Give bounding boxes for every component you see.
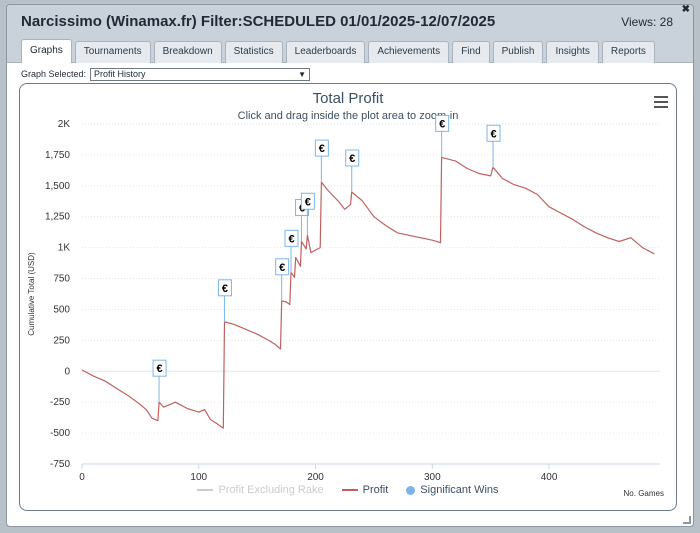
graph-select-row: Graph Selected: Profit History ▼ xyxy=(21,67,311,81)
y-tick-label: -500 xyxy=(50,428,70,439)
tab-reports[interactable]: Reports xyxy=(601,41,655,63)
legend-significant-wins[interactable]: Significant Wins xyxy=(406,484,499,496)
legend-profit[interactable]: Profit xyxy=(341,484,389,496)
hamburger-icon[interactable] xyxy=(654,96,668,108)
chart-legend: Profit Excluding Rake Profit Significant… xyxy=(20,484,676,496)
legend-dot-swatch xyxy=(406,485,416,495)
euro-icon: € xyxy=(490,128,496,140)
y-tick-label: 250 xyxy=(53,335,70,346)
tab-find[interactable]: Find xyxy=(452,41,490,63)
close-icon[interactable]: ✖ xyxy=(681,4,690,15)
tab-tournaments[interactable]: Tournaments xyxy=(74,41,151,63)
legend-line-swatch xyxy=(197,489,214,491)
significant-win-marker xyxy=(300,192,315,210)
x-tick-label: 400 xyxy=(541,472,558,483)
y-tick-label: 1,750 xyxy=(45,150,70,161)
significant-win-marker xyxy=(345,149,360,167)
y-tick-label: 0 xyxy=(64,366,70,377)
y-tick-label: 500 xyxy=(53,304,70,315)
significant-win-marker xyxy=(435,114,450,132)
resize-handle[interactable] xyxy=(683,516,691,524)
window-title: Narcissimo (Winamax.fr) Filter:SCHEDULED… xyxy=(21,13,496,30)
legend-label: Profit Excluding Rake xyxy=(218,484,324,496)
legend-label: Profit xyxy=(362,484,389,496)
euro-icon: € xyxy=(319,143,325,155)
graph-select-label: Graph Selected: xyxy=(21,69,87,79)
significant-win-marker xyxy=(314,139,329,157)
y-tick-label: 1,500 xyxy=(45,181,70,192)
tab-achievements[interactable]: Achievements xyxy=(368,41,450,63)
tab-publish[interactable]: Publish xyxy=(492,41,544,63)
profit-series-line xyxy=(81,156,655,429)
x-tick-label: 0 xyxy=(79,472,85,483)
tab-statistics[interactable]: Statistics xyxy=(224,41,283,63)
euro-icon: € xyxy=(439,118,445,130)
chevron-down-icon: ▼ xyxy=(298,69,307,79)
tab-graphs[interactable]: Graphs xyxy=(21,39,72,63)
tab-leaderboards[interactable]: Leaderboards xyxy=(285,41,366,63)
significant-win-marker xyxy=(217,279,232,297)
tab-insights[interactable]: Insights xyxy=(546,41,599,63)
x-axis-title: No. Games xyxy=(623,489,664,498)
euro-icon: € xyxy=(157,363,163,375)
legend-line-swatch xyxy=(341,489,358,491)
y-tick-label: 1K xyxy=(58,243,71,254)
legend-label: Significant Wins xyxy=(420,484,499,496)
graph-select-value: Profit History xyxy=(94,68,146,79)
euro-icon: € xyxy=(279,262,285,274)
graph-select-dropdown[interactable]: Profit History ▼ xyxy=(90,67,311,81)
report-window: Narcissimo (Winamax.fr) Filter:SCHEDULED… xyxy=(6,4,694,527)
significant-win-marker xyxy=(152,359,167,377)
x-tick-label: 200 xyxy=(307,472,324,483)
significant-win-marker xyxy=(275,258,290,276)
chart-subtitle: Click and drag inside the plot area to z… xyxy=(237,110,459,122)
y-tick-label: 2K xyxy=(58,119,71,130)
chart-panel: Total Profit Click and drag inside the p… xyxy=(19,83,677,511)
title-bar: Narcissimo (Winamax.fr) Filter:SCHEDULED… xyxy=(7,5,693,63)
x-tick-label: 300 xyxy=(424,472,441,483)
euro-icon: € xyxy=(349,153,355,165)
tab-bar: Graphs Tournaments Breakdown Statistics … xyxy=(21,39,655,63)
y-axis-title: Cumulative Total (USD) xyxy=(27,252,36,336)
y-tick-label: 1,250 xyxy=(45,212,70,223)
euro-icon: € xyxy=(305,196,311,208)
y-tick-label: -250 xyxy=(50,397,70,408)
chart-title: Total Profit xyxy=(312,90,384,107)
tab-breakdown[interactable]: Breakdown xyxy=(153,41,222,63)
legend-profit-excluding-rake[interactable]: Profit Excluding Rake xyxy=(197,484,324,496)
significant-win-marker xyxy=(486,124,501,142)
y-tick-label: -750 xyxy=(50,459,70,470)
profit-chart[interactable]: -750 -500 -250 0 250 500 750 1K 1,250 1,500 1,750 2… xyxy=(20,84,676,510)
euro-icon: € xyxy=(288,233,294,245)
y-tick-label: 750 xyxy=(53,274,70,285)
views-count: Views: 28 xyxy=(621,15,673,29)
x-tick-label: 100 xyxy=(190,472,207,483)
euro-icon: € xyxy=(222,283,228,295)
significant-win-marker xyxy=(284,229,299,247)
